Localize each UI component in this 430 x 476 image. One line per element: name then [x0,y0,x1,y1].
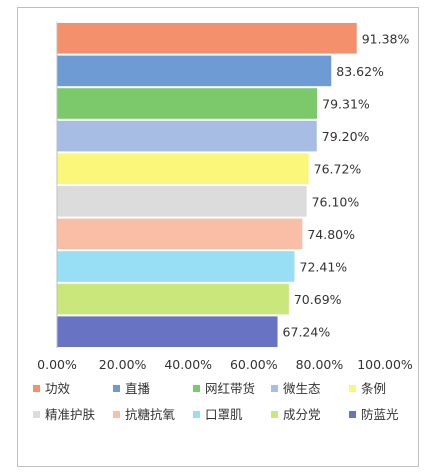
bar-2 [57,55,332,87]
bar-6 [57,186,307,217]
data-label-5: 76.72% [314,162,362,177]
bar-7 [57,218,303,250]
chart-frame: 91.38% 83.62% 79.31% 79.20% 76.72% 76.10% 74.8… [17,7,419,467]
legend-label: 网红带货 [205,381,255,396]
x-tick-label: 0.00% [37,357,77,372]
data-label-8: 72.41% [300,260,348,275]
legend-swatch [113,385,120,392]
legend-label: 条例 [361,381,386,396]
data-label-6: 76.10% [312,194,360,209]
x-tick-labels: 0.00% 20.00% 40.00% 60.00% 80.00% 100.00% [37,357,413,372]
legend-label: 直播 [125,381,151,396]
legend-swatch [193,385,200,392]
legend-label: 防蓝光 [361,407,399,422]
legend-label: 功效 [45,381,71,396]
legend-swatch [33,411,40,418]
bar-3 [57,88,318,119]
legend-swatch [349,411,356,418]
bar-1 [57,23,357,54]
bars-group: 91.38% 83.62% 79.31% 79.20% 76.72% 76.10% 74.8… [57,23,410,347]
legend-swatch [193,411,200,418]
data-label-2: 83.62% [336,64,384,79]
bar-5 [57,153,309,184]
legend-label: 微生态 [283,381,321,396]
data-label-3: 79.31% [322,97,370,112]
legend-swatch [33,385,40,392]
legend-label: 口罩肌 [205,407,243,422]
x-tick-label: 100.00% [357,357,413,372]
legend-swatch [113,411,120,418]
x-tick-label: 20.00% [99,357,147,372]
data-label-1: 91.38% [362,31,410,46]
bar-10 [57,316,278,347]
legend-swatch [271,411,278,418]
data-label-9: 70.69% [294,292,342,307]
legend-label: 抗糖抗氧 [125,407,176,422]
bar-8 [57,251,295,282]
bar-4 [57,120,317,152]
x-tick-label: 80.00% [296,357,344,372]
x-tick-label: 60.00% [230,357,278,372]
x-tick-label: 40.00% [164,357,212,372]
legend-swatch [271,385,278,392]
legend-label: 成分党 [283,407,321,422]
legend-swatch [349,385,356,392]
bar-9 [57,283,289,315]
bar-chart: 91.38% 83.62% 79.31% 79.20% 76.72% 76.10% 74.8… [33,22,413,422]
data-label-4: 79.20% [322,129,370,144]
legend-label: 精准护肤 [45,407,96,422]
data-label-10: 67.24% [283,325,331,340]
data-label-7: 74.80% [307,227,355,242]
